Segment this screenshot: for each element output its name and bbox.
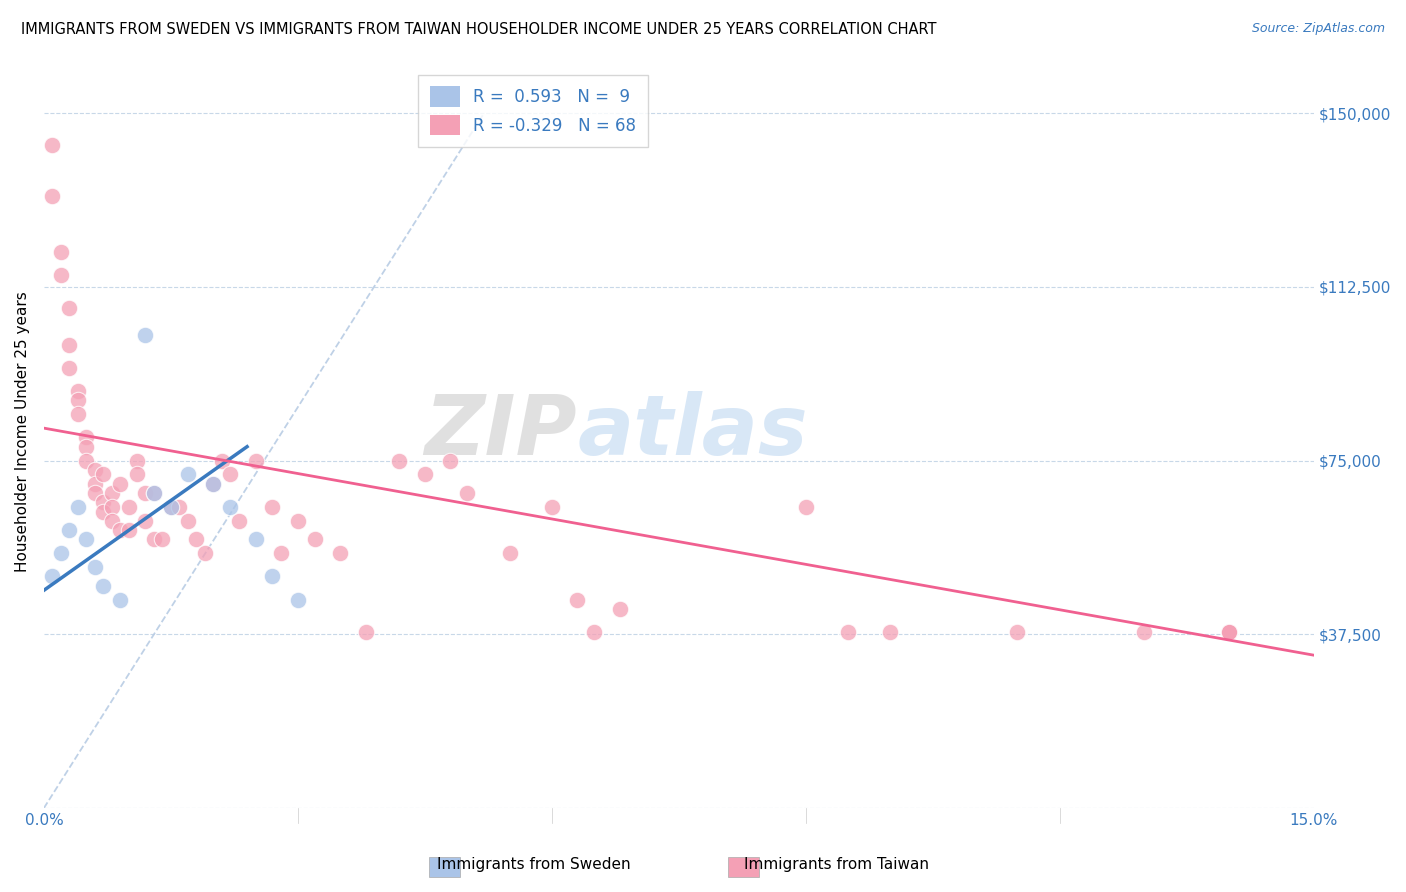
- Point: [83, 486, 105, 500]
- Point: [91, 579, 114, 593]
- Point: [879, 625, 901, 640]
- Point: [1218, 625, 1240, 640]
- Point: [177, 514, 200, 528]
- Point: [41, 138, 63, 153]
- Point: [262, 569, 284, 583]
- Point: [1218, 625, 1240, 640]
- Point: [75, 533, 97, 547]
- Point: [125, 453, 148, 467]
- Point: [75, 440, 97, 454]
- Point: [228, 514, 250, 528]
- Point: [540, 500, 562, 514]
- Point: [108, 592, 131, 607]
- Point: [83, 560, 105, 574]
- Point: [794, 500, 817, 514]
- Text: Immigrants from Taiwan: Immigrants from Taiwan: [744, 857, 929, 872]
- Point: [583, 625, 606, 640]
- Point: [117, 500, 139, 514]
- Point: [413, 467, 436, 482]
- Point: [354, 625, 377, 640]
- Point: [287, 592, 309, 607]
- Point: [245, 533, 267, 547]
- Point: [202, 476, 225, 491]
- Point: [41, 569, 63, 583]
- Point: [609, 602, 631, 616]
- Legend: R =  0.593   N =  9, R = -0.329   N = 68: R = 0.593 N = 9, R = -0.329 N = 68: [418, 75, 648, 147]
- Text: IMMIGRANTS FROM SWEDEN VS IMMIGRANTS FROM TAIWAN HOUSEHOLDER INCOME UNDER 25 YEA: IMMIGRANTS FROM SWEDEN VS IMMIGRANTS FRO…: [21, 22, 936, 37]
- Text: ZIP: ZIP: [425, 391, 578, 472]
- Point: [837, 625, 859, 640]
- Point: [134, 486, 156, 500]
- Point: [108, 523, 131, 537]
- Point: [83, 463, 105, 477]
- Point: [134, 514, 156, 528]
- Point: [91, 504, 114, 518]
- Point: [91, 467, 114, 482]
- Y-axis label: Householder Income Under 25 years: Householder Income Under 25 years: [15, 291, 30, 572]
- Point: [58, 337, 80, 351]
- Point: [388, 453, 411, 467]
- Point: [66, 384, 89, 398]
- Text: Immigrants from Sweden: Immigrants from Sweden: [437, 857, 631, 872]
- Text: Source: ZipAtlas.com: Source: ZipAtlas.com: [1251, 22, 1385, 36]
- Point: [134, 328, 156, 343]
- Point: [49, 546, 72, 560]
- Point: [1218, 625, 1240, 640]
- Point: [1133, 625, 1156, 640]
- Point: [142, 486, 165, 500]
- Point: [100, 514, 122, 528]
- Point: [219, 500, 242, 514]
- Point: [194, 546, 217, 560]
- Point: [100, 486, 122, 500]
- Point: [66, 500, 89, 514]
- Point: [58, 523, 80, 537]
- Point: [125, 467, 148, 482]
- Point: [108, 476, 131, 491]
- Point: [1218, 625, 1240, 640]
- Point: [262, 500, 284, 514]
- Point: [186, 533, 208, 547]
- Point: [202, 476, 225, 491]
- Point: [142, 533, 165, 547]
- Point: [117, 523, 139, 537]
- Point: [567, 592, 589, 607]
- Point: [211, 453, 233, 467]
- Point: [219, 467, 242, 482]
- Point: [456, 486, 478, 500]
- Point: [75, 430, 97, 444]
- Point: [177, 467, 200, 482]
- Point: [245, 453, 267, 467]
- Point: [49, 245, 72, 260]
- Point: [329, 546, 352, 560]
- Point: [270, 546, 292, 560]
- Point: [91, 495, 114, 509]
- Point: [58, 360, 80, 375]
- Text: atlas: atlas: [578, 391, 808, 472]
- Point: [41, 189, 63, 203]
- Point: [304, 533, 326, 547]
- Point: [160, 500, 183, 514]
- Point: [83, 476, 105, 491]
- Point: [287, 514, 309, 528]
- Point: [75, 453, 97, 467]
- Point: [1007, 625, 1029, 640]
- Point: [160, 500, 183, 514]
- Point: [152, 533, 174, 547]
- Point: [439, 453, 461, 467]
- Point: [49, 268, 72, 283]
- Point: [142, 486, 165, 500]
- Point: [66, 393, 89, 408]
- Point: [58, 301, 80, 315]
- Point: [1218, 625, 1240, 640]
- Point: [169, 500, 191, 514]
- Point: [66, 407, 89, 421]
- Point: [100, 500, 122, 514]
- Point: [498, 546, 520, 560]
